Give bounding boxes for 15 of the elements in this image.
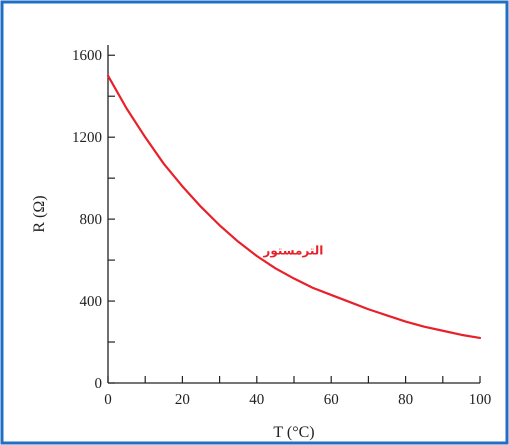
x-tick-label: 40 [249, 392, 264, 408]
line-series [106, 74, 482, 340]
x-tick-label: 20 [174, 392, 190, 408]
y-tick-label: 0 [94, 376, 102, 392]
y-tick-label: 400 [80, 294, 102, 310]
y-tick-label: 800 [80, 212, 102, 228]
y-tick-label: 1600 [72, 48, 102, 64]
y-axis-title: R (Ω) [31, 195, 48, 233]
x-tick-label: 80 [398, 392, 414, 408]
x-tick-label: 0 [104, 392, 112, 408]
x-tick-label: 100 [468, 392, 492, 408]
y-tick-label: 1200 [72, 130, 102, 146]
series-label: الترمستور [262, 243, 324, 258]
x-axis-title: T (°C) [273, 424, 315, 441]
x-tick-label: 60 [324, 392, 339, 408]
